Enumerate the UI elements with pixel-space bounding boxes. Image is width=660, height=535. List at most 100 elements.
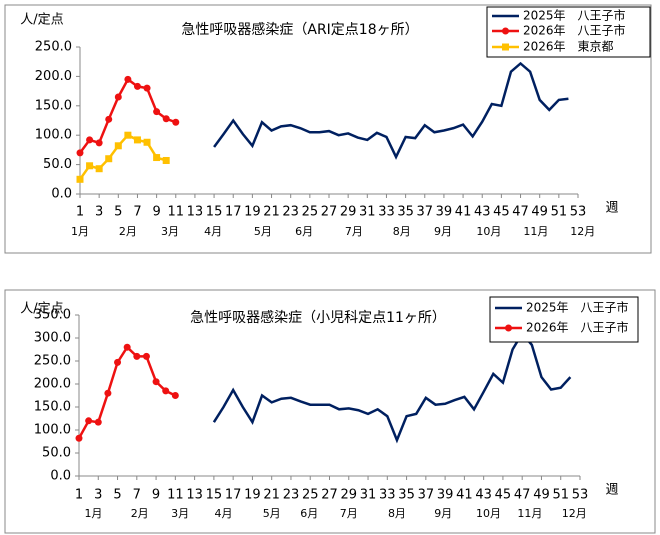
chart-title: 急性呼吸器感染症（ARI定点18ヶ所） [181, 21, 418, 38]
x-tick-label: 17 [225, 488, 242, 503]
marker [142, 352, 150, 360]
month-label: 12月 [562, 507, 587, 520]
marker [153, 108, 161, 116]
marker [105, 155, 113, 163]
marker [95, 139, 103, 147]
marker [133, 352, 141, 360]
x-tick-label: 17 [225, 205, 242, 220]
month-label: 10月 [476, 507, 501, 520]
legend-label: 2025年 八王子市 [523, 8, 626, 23]
legend-marker [502, 43, 509, 51]
marker [86, 162, 94, 170]
marker [124, 131, 132, 139]
marker [162, 156, 170, 164]
x-tick-label: 7 [133, 488, 141, 503]
y-tick-label: 150.0 [35, 98, 72, 113]
x-tick-label: 47 [514, 488, 531, 503]
x-tick-label: 3 [94, 488, 102, 503]
x-tick-label: 33 [379, 488, 396, 503]
x-tick-label: 37 [418, 488, 435, 503]
month-label: 6月 [295, 225, 313, 238]
y-tick-label: 50.0 [43, 157, 72, 172]
month-label: 1月 [84, 507, 102, 520]
x-tick-label: 37 [416, 205, 433, 220]
marker [76, 149, 84, 157]
x-tick-label: 49 [531, 205, 548, 220]
x-tick-label: 29 [340, 488, 357, 503]
month-label: 9月 [434, 507, 452, 520]
x-tick-label: 21 [263, 205, 280, 220]
legend-marker [502, 27, 509, 35]
x-tick-label: 45 [495, 488, 512, 503]
x-tick-label: 23 [283, 488, 300, 503]
x-tick-label: 39 [436, 205, 453, 220]
x-tick-label: 7 [133, 205, 141, 220]
x-tick-label: 27 [321, 488, 338, 503]
x-tick-label: 27 [321, 205, 338, 220]
x-tick-label: 31 [359, 205, 376, 220]
marker [86, 136, 94, 144]
month-label: 7月 [340, 507, 358, 520]
line [78, 133, 167, 181]
month-label: 9月 [434, 225, 452, 238]
month-label: 2月 [119, 225, 137, 238]
x-tick-label: 33 [378, 205, 395, 220]
y-tick-label: 250.0 [34, 354, 71, 369]
month-label: 4月 [215, 507, 233, 520]
x-tick-label: 49 [533, 488, 550, 503]
x-tick-label: 25 [302, 205, 319, 220]
marker [143, 138, 151, 146]
month-label: 1月 [71, 225, 89, 238]
x-tick-label: 5 [113, 488, 121, 503]
line [212, 331, 572, 444]
y-tick-label: 200.0 [34, 377, 71, 392]
marker [152, 378, 160, 386]
marker [123, 343, 131, 351]
month-label: 5月 [263, 507, 281, 520]
x-tick-label: 51 [552, 488, 569, 503]
legend-label: 2025年 八王子市 [526, 300, 629, 315]
x-tick-label: 53 [570, 205, 587, 220]
marker [114, 142, 122, 150]
x-tick-label: 35 [397, 205, 414, 220]
x-tick-label: 5 [114, 205, 122, 220]
marker [95, 165, 103, 173]
month-label: 10月 [476, 225, 501, 238]
y-tick-label: 100.0 [35, 128, 72, 143]
marker [105, 115, 113, 123]
marker [85, 417, 93, 425]
y-axis-label: 人/定点 [20, 302, 63, 317]
y-tick-label: 250.0 [35, 40, 72, 55]
x-tick-label: 11 [167, 488, 184, 503]
marker [143, 84, 151, 92]
x-tick-label: 29 [340, 205, 357, 220]
line [213, 61, 569, 160]
month-label: 5月 [254, 225, 272, 238]
x-tick-label: 51 [551, 205, 568, 220]
x-tick-label: 43 [474, 205, 491, 220]
marker [114, 93, 122, 101]
month-label: 12月 [570, 225, 595, 238]
chart-title: 急性呼吸器感染症（小児科定点11ヶ所） [190, 309, 446, 326]
marker [124, 75, 132, 83]
x-tick-label: 11 [167, 205, 184, 220]
x-tick-label: 45 [493, 205, 510, 220]
marker [133, 136, 141, 144]
x-tick-label: 9 [152, 488, 160, 503]
legend-label: 2026年 東京都 [523, 40, 614, 54]
y-tick-label: 0.0 [50, 469, 71, 484]
y-tick-label: 150.0 [34, 400, 71, 415]
marker [172, 118, 180, 126]
legend-label: 2026年 八王子市 [523, 23, 626, 38]
marker [133, 82, 141, 90]
marker [171, 392, 179, 399]
x-tick-label: 15 [206, 488, 223, 503]
x-tick-label: 1 [75, 488, 83, 503]
y-tick-label: 100.0 [34, 423, 71, 438]
x-tick-label: 31 [360, 488, 377, 503]
month-label: 7月 [345, 225, 363, 238]
y-tick-label: 200.0 [35, 69, 72, 84]
marker [94, 418, 102, 426]
x-tick-label: 39 [437, 488, 454, 503]
